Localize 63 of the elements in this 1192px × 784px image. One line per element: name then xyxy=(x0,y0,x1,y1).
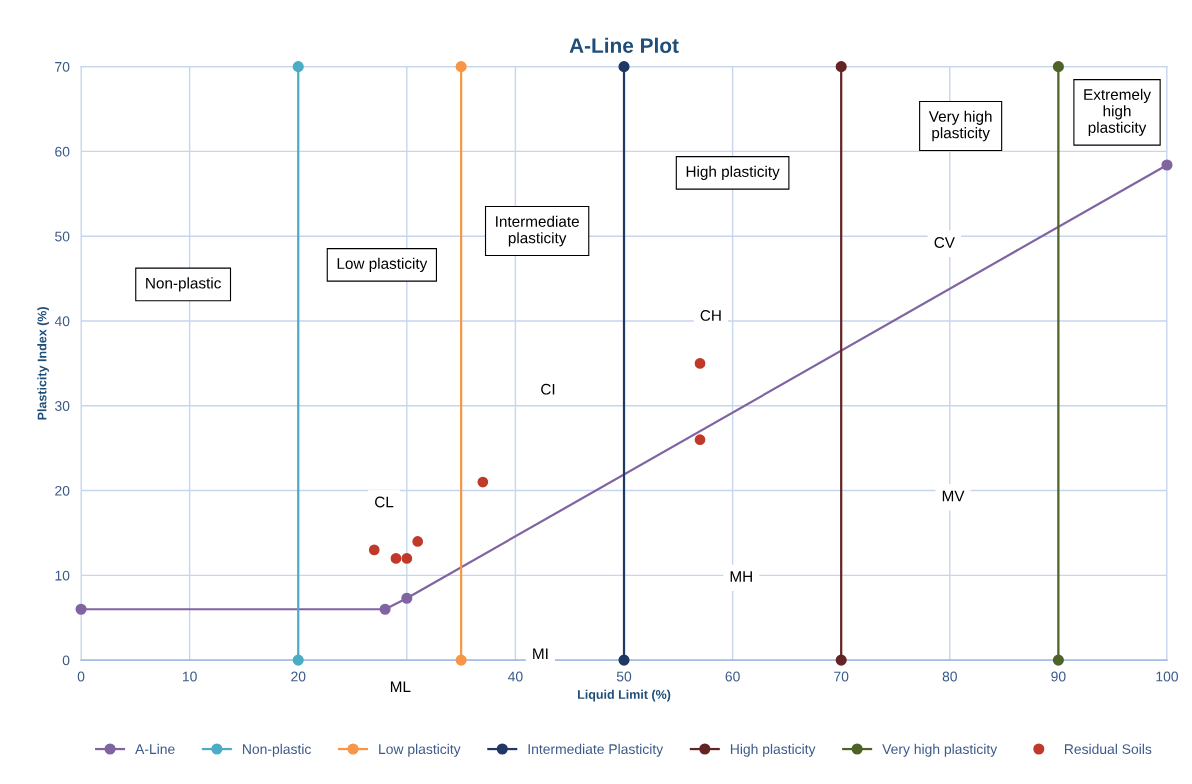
point xyxy=(455,61,467,73)
legend-label: High plasticity xyxy=(730,743,816,757)
x-tick-label: 60 xyxy=(725,671,740,682)
x-tick-label: 50 xyxy=(616,671,632,682)
point xyxy=(75,603,87,615)
x-tick-label: 70 xyxy=(834,671,849,682)
annotation: Extremely high plasticity xyxy=(1084,88,1151,136)
legend-label: Intermediate Plasticity xyxy=(528,743,664,757)
y-tick-label: 70 xyxy=(55,61,70,72)
legend-label: Non-plastic xyxy=(243,743,311,757)
chart-title: A-Line Plot xyxy=(569,37,679,53)
point xyxy=(390,553,402,564)
y-tick-label: 30 xyxy=(55,401,70,411)
point xyxy=(477,476,489,488)
point xyxy=(292,654,304,666)
annotation: Low plasticity xyxy=(337,257,428,272)
y-tick-label: 20 xyxy=(55,485,70,496)
y-tick-label: 50 xyxy=(55,231,70,242)
point xyxy=(412,536,424,547)
x-tick-label: 20 xyxy=(291,671,306,682)
point xyxy=(835,654,847,666)
legend-label: Low plasticity xyxy=(379,743,461,757)
y-tick-label: 60 xyxy=(55,146,70,157)
x-tick-label: 90 xyxy=(1051,671,1066,682)
annotation: MV xyxy=(942,490,965,502)
x-tick-label: 40 xyxy=(508,671,523,682)
y-axis-title: Plasticity Index (%) xyxy=(37,307,49,420)
x-axis-title: Liquid Limit (%) xyxy=(577,689,671,702)
x-tick-label: 100 xyxy=(1156,671,1179,682)
y-tick-label: 40 xyxy=(54,316,70,327)
annotation: Non-plastic xyxy=(146,277,221,292)
point xyxy=(368,544,380,556)
point xyxy=(1052,654,1064,666)
text: ML xyxy=(390,681,411,692)
y-tick-label: 0 xyxy=(62,655,70,666)
annotation: CI xyxy=(541,383,555,395)
annotation: Very high plasticity xyxy=(928,110,992,142)
x-tick-label: 0 xyxy=(77,671,85,682)
point xyxy=(292,61,304,73)
x-tick-label: 80 xyxy=(942,671,957,682)
x-tick-label: 10 xyxy=(182,671,197,682)
annotation: Intermediate plasticity xyxy=(496,215,579,247)
annotation: High plasticity xyxy=(686,165,780,180)
point xyxy=(694,434,706,446)
point xyxy=(379,603,391,615)
point xyxy=(1161,159,1173,171)
annotation: MI xyxy=(533,648,548,659)
legend-label: A-Line xyxy=(135,743,175,755)
annotation: CL xyxy=(375,496,394,508)
point xyxy=(618,61,630,73)
point xyxy=(618,654,630,666)
y-tick-label: 10 xyxy=(55,570,70,581)
legend-label: Residual Soils xyxy=(1064,743,1152,755)
legend-label: Very high plasticity xyxy=(882,743,998,757)
annotation: MH xyxy=(730,571,752,582)
point xyxy=(835,61,847,73)
point xyxy=(694,358,706,369)
annotation: CV xyxy=(934,237,955,248)
point xyxy=(401,592,413,604)
point xyxy=(401,553,413,564)
point xyxy=(455,654,467,666)
point xyxy=(1052,61,1064,73)
annotation: CH xyxy=(700,310,721,321)
